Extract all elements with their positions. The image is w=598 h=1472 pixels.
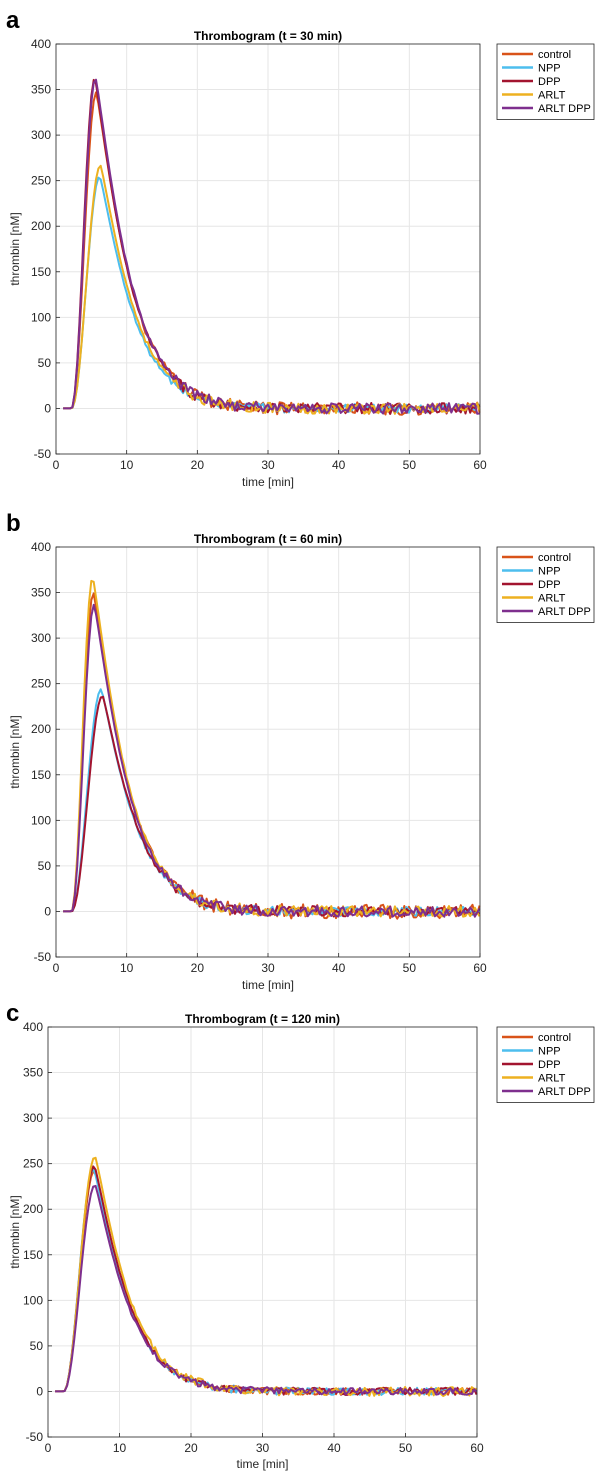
y-tick-label: 400 xyxy=(31,540,51,554)
y-tick-label: 200 xyxy=(31,219,51,233)
y-tick-label: 400 xyxy=(23,1020,43,1034)
legend-label: control xyxy=(538,1032,571,1044)
chart-title: Thrombogram (t = 60 min) xyxy=(194,532,342,546)
x-tick-label: 0 xyxy=(53,458,60,472)
x-axis-label: time [min] xyxy=(242,978,294,992)
x-tick-label: 20 xyxy=(191,961,205,975)
panel-b-chart: b0 10 20 30 40 50 60-5005010015020025030035040… xyxy=(6,510,595,992)
series-line-arlt-dpp xyxy=(63,78,480,415)
legend-label: ARLT DPP xyxy=(538,606,591,618)
y-tick-label: 300 xyxy=(23,1111,43,1125)
x-tick-label: 10 xyxy=(120,458,134,472)
series-line-arlt-dpp xyxy=(55,1184,478,1396)
y-tick-label: 100 xyxy=(31,310,51,324)
y-tick-label: 200 xyxy=(23,1202,43,1216)
x-tick-label: 10 xyxy=(113,1441,127,1455)
y-tick-label: -50 xyxy=(26,1430,44,1444)
panel-a-chart: a0 10 20 30 40 50 60-5005010015020025030035040… xyxy=(6,7,595,489)
y-tick-label: 100 xyxy=(31,813,51,827)
legend-label: ARLT xyxy=(538,1073,566,1085)
legend-label: NPP xyxy=(538,63,561,75)
x-tick-label: 30 xyxy=(256,1441,270,1455)
panel-c-chart: c0 10 20 30 40 50 60-5005010015020025030035040… xyxy=(6,1000,595,1471)
x-tick-label: 60 xyxy=(473,458,487,472)
y-tick-label: 100 xyxy=(23,1293,43,1307)
legend-label: control xyxy=(538,552,571,564)
x-tick-label: 40 xyxy=(327,1441,341,1455)
legend-label: ARLT DPP xyxy=(538,1086,591,1098)
legend-label: ARLT xyxy=(538,593,566,605)
y-tick-label: 250 xyxy=(23,1157,43,1171)
x-tick-label: 10 xyxy=(120,961,134,975)
chart-title: Thrombogram (t = 30 min) xyxy=(194,29,342,43)
y-tick-label: 0 xyxy=(44,401,51,415)
y-axis-label: thrombin [nM] xyxy=(8,212,22,285)
x-tick-label: 30 xyxy=(261,961,275,975)
y-tick-label: 350 xyxy=(31,83,51,97)
y-tick-label: 150 xyxy=(31,768,51,782)
y-tick-label: -50 xyxy=(34,447,52,461)
legend-label: NPP xyxy=(538,566,561,578)
x-tick-label: 60 xyxy=(470,1441,484,1455)
chart-title: Thrombogram (t = 120 min) xyxy=(185,1012,340,1026)
y-tick-label: 50 xyxy=(38,356,52,370)
x-tick-label: 0 xyxy=(45,1441,52,1455)
x-tick-label: 60 xyxy=(473,961,487,975)
x-tick-label: 30 xyxy=(261,458,275,472)
x-tick-label: 50 xyxy=(403,458,417,472)
y-axis-label: thrombin [nM] xyxy=(8,715,22,788)
legend-label: DPP xyxy=(538,579,561,591)
legend-label: NPP xyxy=(538,1046,561,1058)
y-tick-label: 300 xyxy=(31,631,51,645)
y-tick-label: 50 xyxy=(38,859,52,873)
x-axis-label: time [min] xyxy=(236,1457,288,1471)
panel-letter: c xyxy=(6,1000,19,1027)
y-tick-label: 350 xyxy=(23,1066,43,1080)
x-tick-label: 40 xyxy=(332,458,346,472)
legend-label: control xyxy=(538,49,571,61)
panel-letter: a xyxy=(6,7,20,34)
y-tick-label: 350 xyxy=(31,586,51,600)
x-tick-label: 40 xyxy=(332,961,346,975)
x-tick-label: 50 xyxy=(403,961,417,975)
legend-label: DPP xyxy=(538,1059,561,1071)
legend-label: ARLT xyxy=(538,90,566,102)
y-tick-label: 250 xyxy=(31,174,51,188)
y-tick-label: 300 xyxy=(31,128,51,142)
y-tick-label: 0 xyxy=(44,904,51,918)
y-tick-label: 150 xyxy=(23,1248,43,1262)
y-tick-label: 400 xyxy=(31,37,51,51)
y-tick-label: -50 xyxy=(34,950,52,964)
y-tick-label: 0 xyxy=(36,1384,43,1398)
x-tick-label: 50 xyxy=(399,1441,413,1455)
x-axis-label: time [min] xyxy=(242,475,294,489)
y-axis-label: thrombin [nM] xyxy=(8,1195,22,1268)
y-tick-label: 50 xyxy=(30,1339,44,1353)
x-tick-label: 0 xyxy=(53,961,60,975)
series-line-arlt-dpp xyxy=(63,603,481,918)
legend-label: DPP xyxy=(538,76,561,88)
y-tick-label: 150 xyxy=(31,265,51,279)
legend-label: ARLT DPP xyxy=(538,103,591,115)
panel-letter: b xyxy=(6,510,21,537)
x-tick-label: 20 xyxy=(191,458,205,472)
y-tick-label: 200 xyxy=(31,722,51,736)
y-tick-label: 250 xyxy=(31,677,51,691)
x-tick-label: 20 xyxy=(184,1441,198,1455)
